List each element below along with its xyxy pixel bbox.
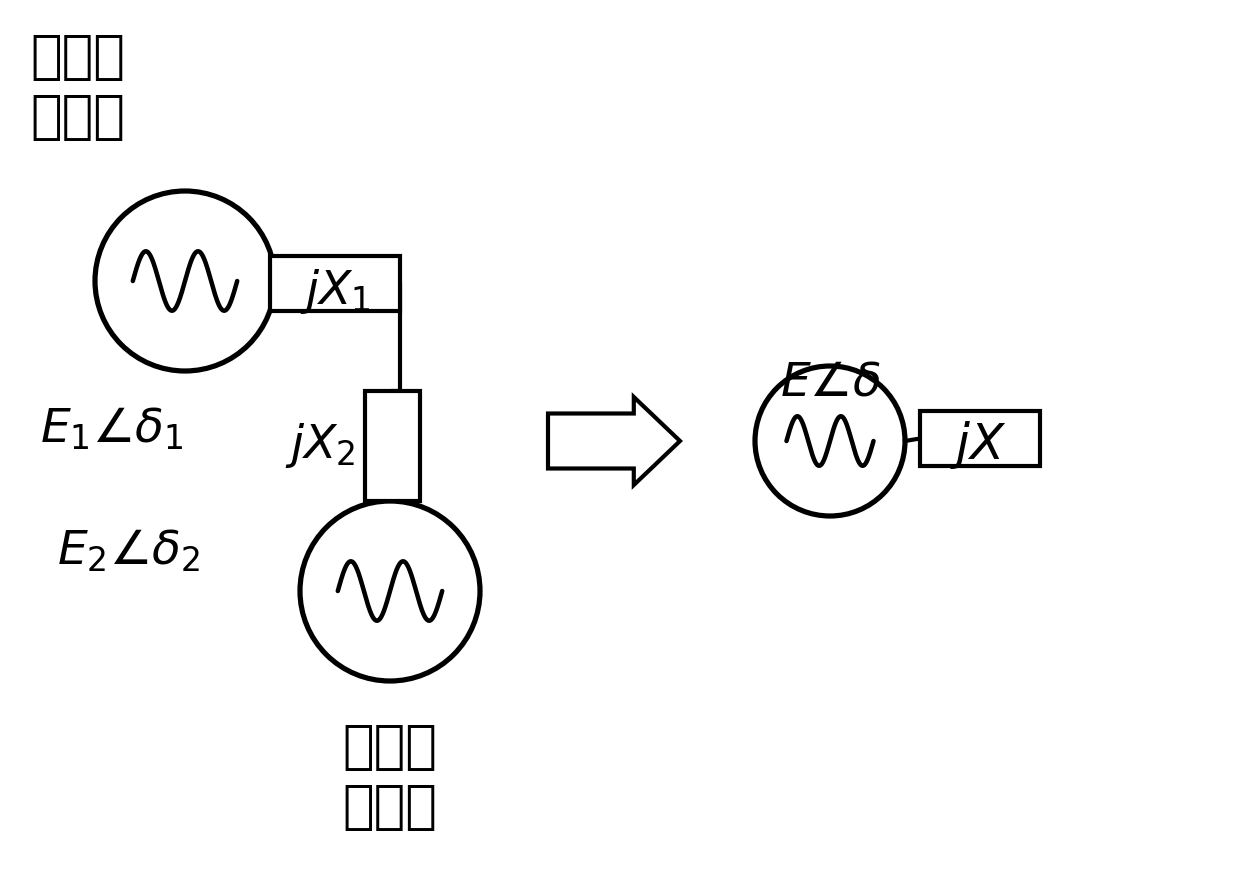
Text: $E_2\angle\delta_2$: $E_2\angle\delta_2$ bbox=[57, 528, 200, 574]
Bar bbox=[270, 256, 401, 311]
Text: $E_1\angle\delta_1$: $E_1\angle\delta_1$ bbox=[40, 406, 184, 453]
Text: 滞后发
电机群: 滞后发 电机群 bbox=[342, 721, 438, 834]
Text: $jX_1$: $jX_1$ bbox=[300, 267, 371, 316]
Text: $E\angle\delta$: $E\angle\delta$ bbox=[780, 361, 880, 406]
Bar bbox=[920, 411, 1040, 466]
Text: 超前发
电机群: 超前发 电机群 bbox=[30, 31, 125, 143]
Text: $jX_2$: $jX_2$ bbox=[284, 422, 355, 470]
Bar bbox=[365, 391, 420, 501]
Text: $jX$: $jX$ bbox=[950, 419, 1007, 471]
